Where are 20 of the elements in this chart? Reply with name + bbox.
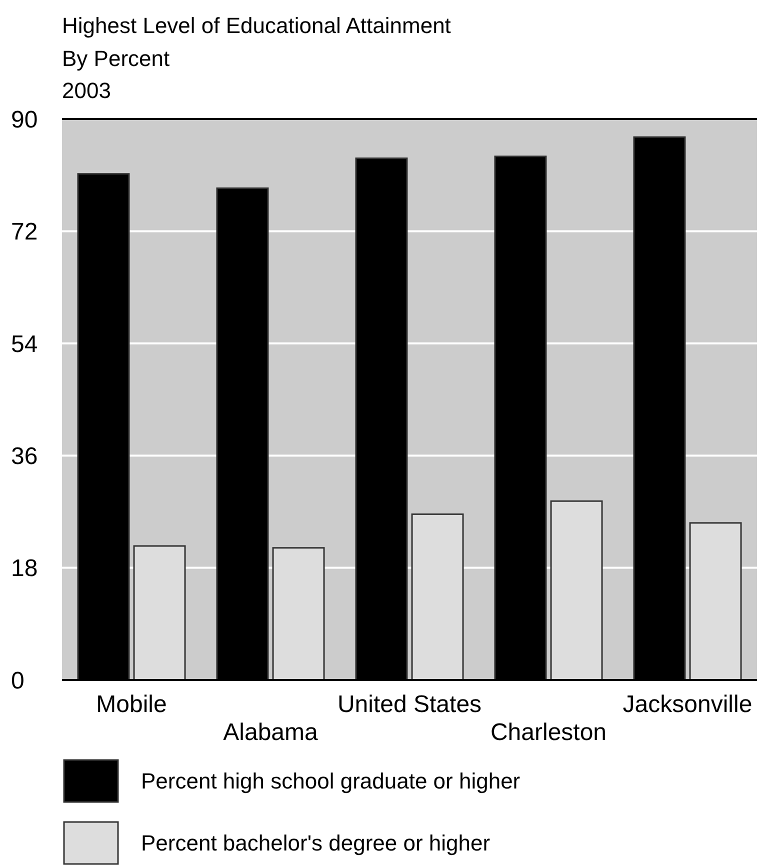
chart-subtitle: By Percent 2003 [62,46,170,103]
bar [133,545,186,681]
y-tick-label: 72 [11,218,38,246]
bar [272,547,325,681]
y-tick-label: 36 [11,443,38,470]
bar [689,522,742,681]
x-tick-label: United States [337,691,482,718]
legend-label: Percent high school graduate or higher [141,768,520,794]
x-tick-label: Alabama [223,719,319,746]
legend-label: Percent bachelor's degree or higher [141,830,490,856]
bar [411,513,464,681]
chart-title: Highest Level of Educational Attainment [62,13,451,38]
y-tick-label: 90 [11,106,38,134]
y-tick-label: 0 [11,667,24,694]
x-tick-label: Charleston [490,719,607,746]
bar [550,500,603,681]
x-tick-label: Jacksonville [622,691,752,718]
y-tick-label: 18 [11,555,38,582]
x-tick-label: Mobile [96,691,167,718]
y-tick-label: 54 [11,330,38,358]
